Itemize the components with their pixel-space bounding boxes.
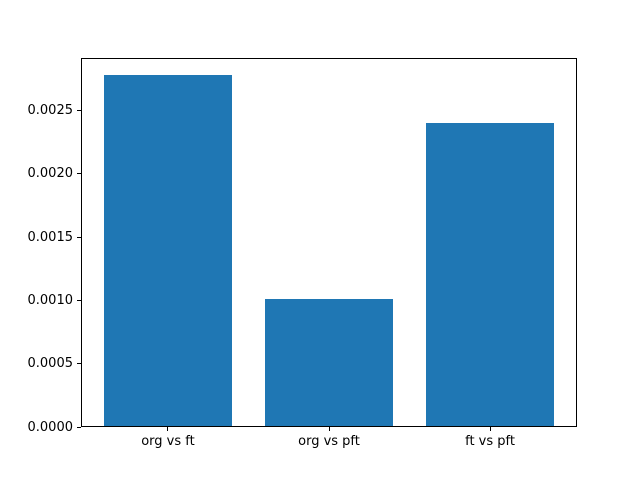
- plot-area: [81, 58, 577, 427]
- y-axis-tick: [77, 299, 81, 301]
- y-tick-label: 0.0020: [27, 166, 74, 182]
- x-axis-tick: [489, 427, 491, 431]
- y-tick-label: 0.0010: [27, 292, 74, 308]
- y-axis-tick: [77, 236, 81, 238]
- y-tick-label: 0.0025: [27, 103, 74, 119]
- bar-org-vs-pft: [264, 299, 394, 427]
- y-axis-tick: [77, 426, 81, 428]
- y-tick-label: 0.0005: [27, 356, 74, 372]
- x-tick-label: org vs ft: [141, 434, 195, 449]
- bar-org-vs-ft: [103, 75, 233, 427]
- x-tick-label: ft vs pft: [465, 434, 515, 449]
- y-axis-tick: [77, 110, 81, 112]
- y-axis-tick: [77, 173, 81, 175]
- bar-ft-vs-pft: [425, 123, 555, 427]
- x-axis-tick: [167, 427, 169, 431]
- x-tick-label: org vs pft: [298, 434, 360, 449]
- y-tick-label: 0.0015: [27, 229, 74, 245]
- y-tick-label: 0.0000: [27, 419, 74, 435]
- x-axis-tick: [328, 427, 330, 431]
- y-axis-tick: [77, 363, 81, 365]
